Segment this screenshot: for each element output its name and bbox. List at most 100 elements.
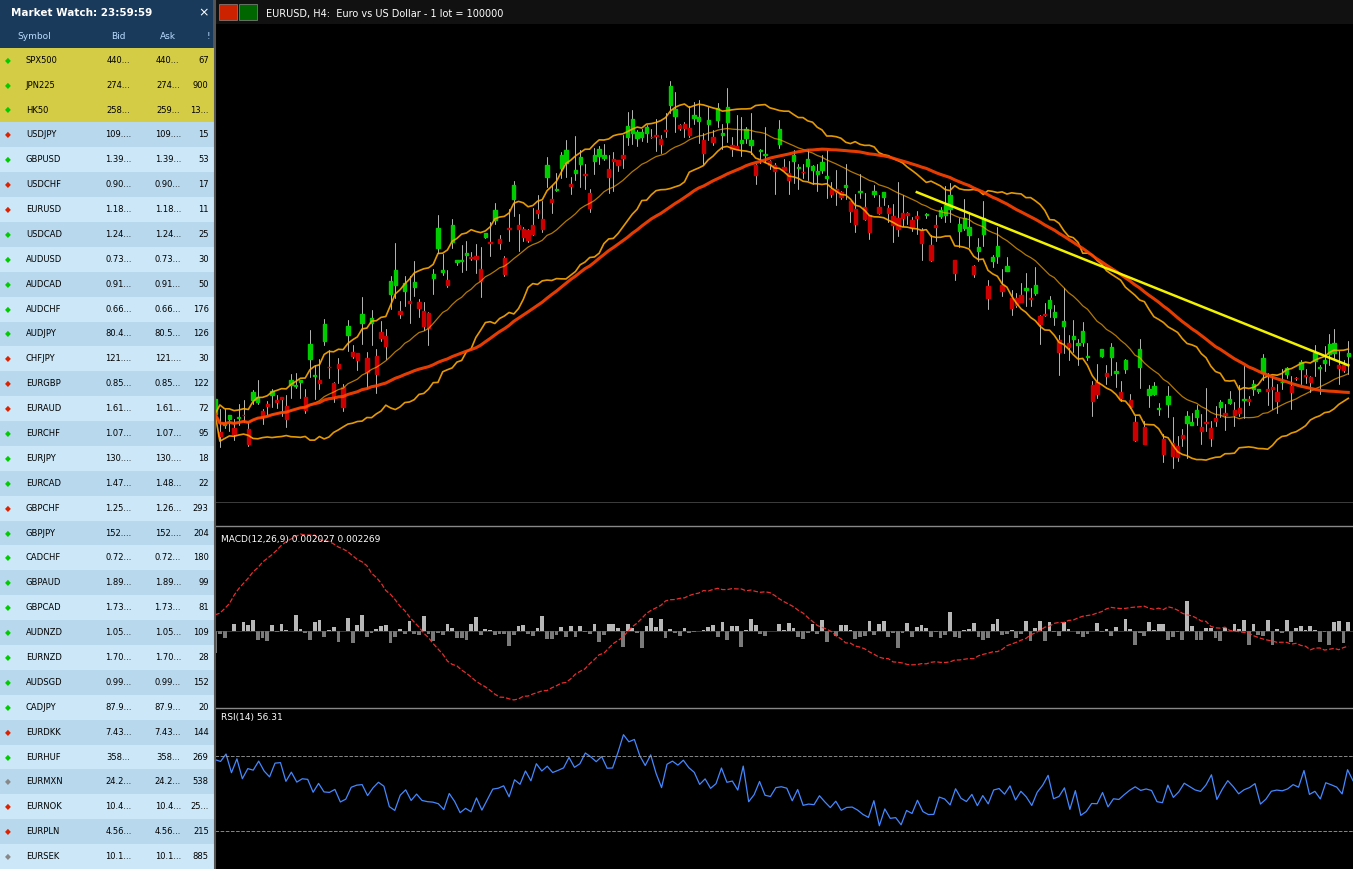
Text: 0.90...: 0.90... xyxy=(106,180,131,189)
Bar xyxy=(1314,353,1316,362)
Bar xyxy=(521,625,525,631)
Bar xyxy=(1162,439,1165,454)
Bar xyxy=(1266,389,1269,391)
Bar xyxy=(1166,395,1170,404)
Bar xyxy=(331,627,336,631)
Bar xyxy=(659,138,663,144)
Bar xyxy=(915,216,919,218)
Bar xyxy=(583,174,587,176)
Bar xyxy=(464,253,468,255)
Text: 18: 18 xyxy=(198,454,208,463)
Bar xyxy=(1024,621,1028,631)
Text: 0.66...: 0.66... xyxy=(154,305,181,314)
Bar xyxy=(530,631,534,636)
Text: EURCHF: EURCHF xyxy=(26,429,60,438)
Bar xyxy=(1237,629,1241,631)
Bar xyxy=(1053,631,1057,633)
Bar xyxy=(1105,374,1108,375)
Bar xyxy=(1142,631,1146,636)
Bar xyxy=(1285,620,1288,631)
Text: 15: 15 xyxy=(198,130,208,139)
Bar xyxy=(589,193,591,208)
Bar xyxy=(854,209,856,224)
Text: 10.1...: 10.1... xyxy=(154,852,181,861)
Bar xyxy=(252,620,254,631)
Bar xyxy=(839,625,843,631)
Bar xyxy=(432,631,436,640)
Bar xyxy=(0,247,215,272)
Bar xyxy=(0,745,215,769)
Text: 1.05...: 1.05... xyxy=(106,628,131,637)
Text: 122: 122 xyxy=(193,379,208,388)
Bar xyxy=(360,314,364,323)
Bar xyxy=(1019,631,1023,634)
Text: ◆: ◆ xyxy=(4,280,11,289)
Bar xyxy=(256,396,260,401)
Bar xyxy=(986,631,990,639)
Bar xyxy=(369,318,373,323)
Text: 0.85...: 0.85... xyxy=(106,379,131,388)
Text: ◆: ◆ xyxy=(4,305,11,314)
Bar xyxy=(930,244,932,260)
Bar xyxy=(0,720,215,745)
Bar xyxy=(360,615,364,631)
Bar xyxy=(1289,386,1293,393)
Bar xyxy=(1323,360,1326,363)
Text: 7.43...: 7.43... xyxy=(154,727,181,737)
Bar xyxy=(1138,631,1142,633)
Text: 109....: 109.... xyxy=(154,130,181,139)
Bar xyxy=(877,207,881,213)
Text: 215: 215 xyxy=(193,827,208,836)
Bar xyxy=(369,631,373,634)
Text: HK50: HK50 xyxy=(26,105,49,115)
Bar xyxy=(1257,631,1260,635)
Text: 1.89...: 1.89... xyxy=(154,579,181,587)
Text: 1.61...: 1.61... xyxy=(154,404,181,413)
Bar xyxy=(716,631,720,637)
Bar xyxy=(379,626,383,631)
Text: 25: 25 xyxy=(198,230,208,239)
Bar xyxy=(498,239,501,242)
Text: ◆: ◆ xyxy=(4,753,11,761)
Bar xyxy=(1276,629,1279,631)
Text: Symbol: Symbol xyxy=(18,32,51,42)
Text: ◆: ◆ xyxy=(4,230,11,239)
Bar xyxy=(602,155,606,158)
Bar xyxy=(844,625,847,631)
Bar xyxy=(616,627,620,631)
Bar xyxy=(920,625,924,631)
Bar xyxy=(901,631,905,633)
Text: 440...: 440... xyxy=(156,56,180,64)
Bar xyxy=(1104,629,1108,631)
Bar xyxy=(479,269,482,281)
Bar xyxy=(265,404,269,406)
Bar xyxy=(816,631,819,634)
Bar xyxy=(1134,421,1137,440)
Text: EURHUF: EURHUF xyxy=(26,753,61,761)
Bar xyxy=(1058,341,1061,352)
Text: ◆: ◆ xyxy=(4,180,11,189)
Bar xyxy=(1181,435,1184,439)
Bar xyxy=(574,631,578,637)
Text: CADJPY: CADJPY xyxy=(26,703,57,712)
Bar xyxy=(522,229,525,237)
Bar xyxy=(559,627,563,631)
Bar xyxy=(607,169,610,176)
Bar xyxy=(0,421,215,446)
Bar xyxy=(1019,295,1023,302)
Text: ◆: ◆ xyxy=(4,404,11,413)
Bar xyxy=(398,311,402,315)
Text: 152: 152 xyxy=(193,678,208,687)
Bar xyxy=(536,628,540,631)
Text: EURNOK: EURNOK xyxy=(26,802,62,812)
Text: 0.66...: 0.66... xyxy=(106,305,131,314)
Bar xyxy=(1276,392,1279,401)
Bar xyxy=(513,184,515,199)
Text: GBPCHF: GBPCHF xyxy=(26,504,61,513)
Text: 274...: 274... xyxy=(107,81,130,90)
Bar xyxy=(526,230,530,241)
Bar xyxy=(0,446,215,471)
Bar xyxy=(825,631,828,642)
Bar xyxy=(455,631,459,638)
Bar xyxy=(1100,349,1104,355)
